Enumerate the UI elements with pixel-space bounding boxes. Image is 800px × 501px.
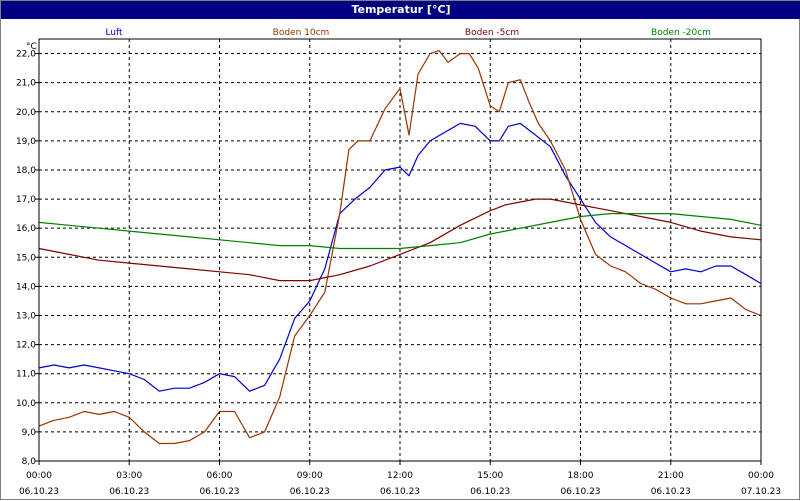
x-tick-date: 06.10.23 (109, 487, 149, 497)
y-tick-label: 12,0 (16, 341, 36, 351)
y-axis: 8,0 9,0 10,0 11,0 12,0 13,0 14,0 15,0 16,0 17,0 18… (16, 50, 39, 467)
y-tick-label: 9,0 (22, 428, 37, 438)
x-tick-time: 09:00 (297, 471, 323, 481)
x-tick-time: 00:00 (26, 471, 52, 481)
x-tick-time: 15:00 (477, 471, 503, 481)
x-tick-date: 06.10.23 (19, 487, 59, 497)
x-tick-time: 12:00 (387, 471, 413, 481)
y-tick-label: 21,0 (16, 79, 36, 89)
series-lines (38, 49, 762, 445)
y-tick-label: 18,0 (16, 166, 36, 176)
y-tick-label: 13,0 (16, 311, 36, 321)
series-line-boden-10cm (38, 49, 762, 445)
x-tick-time: 03:00 (116, 471, 142, 481)
y-tick-label: 11,0 (16, 370, 36, 380)
y-tick-label: 16,0 (16, 224, 36, 234)
y-tick-label: 22,0 (16, 50, 36, 60)
y-tick-label: 10,0 (16, 399, 36, 409)
y-axis-label: °C (26, 42, 37, 52)
x-tick-time: 00:00 (748, 471, 774, 481)
y-tick-label: 17,0 (16, 195, 36, 205)
legend-entry: Luft (105, 28, 123, 38)
y-tick-label: 14,0 (16, 282, 36, 292)
y-tick-label: 20,0 (16, 108, 36, 118)
grid (39, 39, 761, 462)
x-tick-date: 06.10.23 (470, 487, 510, 497)
y-tick-label: 19,0 (16, 137, 36, 147)
x-tick-date: 06.10.23 (290, 487, 330, 497)
legend: Luft Boden 10cm Boden -5cm Boden -20cm (105, 28, 711, 38)
y-tick-label: 8,0 (22, 457, 37, 467)
legend-entry: Boden -20cm (651, 28, 711, 38)
x-tick-time: 18:00 (568, 471, 594, 481)
x-tick-date: 06.10.23 (560, 487, 600, 497)
x-tick-date: 06.10.23 (651, 487, 691, 497)
legend-entry: Boden 10cm (273, 28, 330, 38)
x-axis: 00:00 06.10.23 03:00 06.10.23 06:00 06.10.23 0… (19, 461, 781, 497)
legend-entry: Boden -5cm (465, 28, 519, 38)
x-tick-time: 21:00 (658, 471, 684, 481)
y-tick-label: 15,0 (16, 253, 36, 263)
x-tick-date: 07.10.23 (741, 487, 781, 497)
series-line-luft (38, 122, 762, 392)
x-tick-time: 06:00 (207, 471, 233, 481)
x-tick-date: 06.10.23 (199, 487, 239, 497)
x-tick-date: 06.10.23 (380, 487, 420, 497)
chart-title: Temperatur [°C] (1, 1, 800, 19)
series-line-boden-20cm (38, 213, 762, 250)
